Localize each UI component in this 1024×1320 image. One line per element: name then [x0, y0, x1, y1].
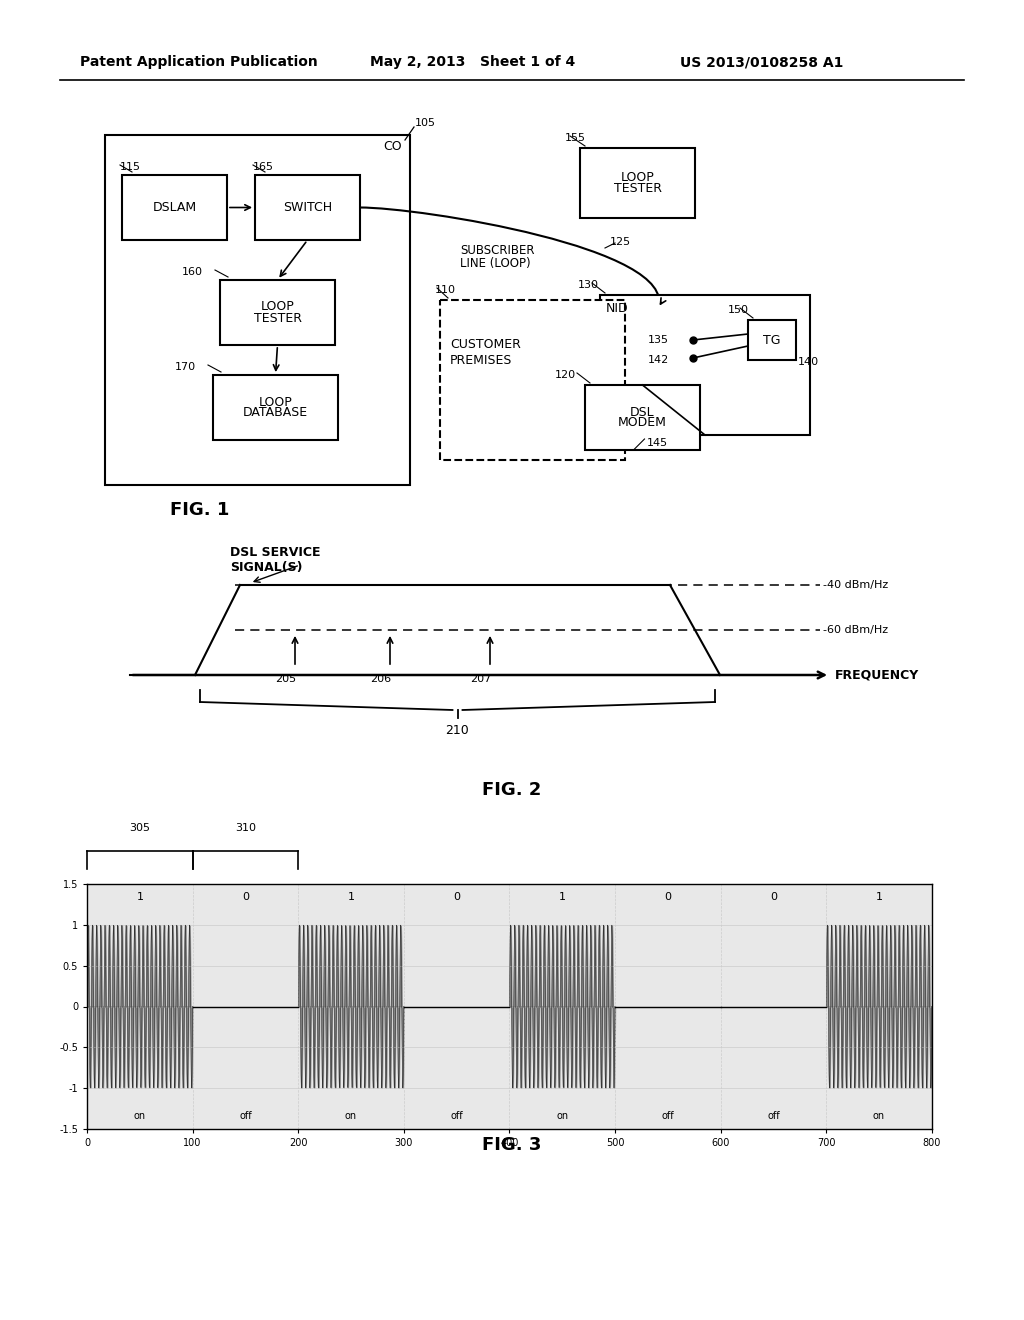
Text: CUSTOMER: CUSTOMER — [450, 338, 521, 351]
FancyBboxPatch shape — [748, 319, 796, 360]
Text: on: on — [134, 1111, 145, 1122]
Text: 210: 210 — [445, 723, 469, 737]
Text: 105: 105 — [415, 117, 436, 128]
FancyBboxPatch shape — [105, 135, 410, 484]
Text: off: off — [240, 1111, 252, 1122]
Text: 115: 115 — [120, 162, 141, 172]
Text: US 2013/0108258 A1: US 2013/0108258 A1 — [680, 55, 844, 69]
Text: 120: 120 — [555, 370, 577, 380]
Text: DSL: DSL — [630, 405, 654, 418]
Text: CO: CO — [383, 140, 402, 153]
Text: TESTER: TESTER — [613, 182, 662, 195]
Bar — [826, 884, 932, 1129]
Text: Patent Application Publication: Patent Application Publication — [80, 55, 317, 69]
Text: 310: 310 — [234, 822, 256, 833]
Text: -60 dBm/Hz: -60 dBm/Hz — [823, 624, 888, 635]
Bar — [87, 884, 193, 1129]
Text: PREMISES: PREMISES — [450, 354, 512, 367]
Text: 130: 130 — [578, 280, 599, 290]
Text: off: off — [767, 1111, 779, 1122]
Text: FREQUENCY: FREQUENCY — [835, 668, 920, 681]
Text: 0: 0 — [454, 891, 460, 902]
FancyBboxPatch shape — [213, 375, 338, 440]
Text: LINE (LOOP): LINE (LOOP) — [460, 257, 530, 271]
Text: 110: 110 — [435, 285, 456, 294]
Text: 1: 1 — [876, 891, 883, 902]
Text: 125: 125 — [610, 238, 631, 247]
Text: TESTER: TESTER — [254, 312, 301, 325]
FancyBboxPatch shape — [585, 385, 700, 450]
Text: 170: 170 — [175, 362, 197, 372]
Text: SWITCH: SWITCH — [283, 201, 332, 214]
Text: 1: 1 — [347, 891, 354, 902]
Text: SUBSCRIBER: SUBSCRIBER — [460, 243, 535, 256]
Text: 165: 165 — [253, 162, 274, 172]
Bar — [298, 884, 403, 1129]
Text: 160: 160 — [182, 267, 203, 277]
Text: off: off — [662, 1111, 674, 1122]
Text: 0: 0 — [665, 891, 672, 902]
FancyBboxPatch shape — [255, 176, 360, 240]
Text: FIG. 1: FIG. 1 — [170, 502, 229, 519]
Text: 207: 207 — [470, 675, 492, 684]
Text: FIG. 3: FIG. 3 — [482, 1137, 542, 1154]
Text: LOOP: LOOP — [259, 396, 293, 408]
Text: 142: 142 — [648, 355, 670, 366]
FancyBboxPatch shape — [220, 280, 335, 345]
Text: DSLAM: DSLAM — [153, 201, 197, 214]
Text: 155: 155 — [565, 133, 586, 143]
Text: 150: 150 — [728, 305, 749, 315]
Text: 305: 305 — [129, 822, 151, 833]
Text: on: on — [345, 1111, 357, 1122]
Text: 135: 135 — [648, 335, 669, 345]
FancyBboxPatch shape — [440, 300, 625, 459]
Text: DSL SERVICE: DSL SERVICE — [230, 546, 321, 560]
Text: -40 dBm/Hz: -40 dBm/Hz — [823, 579, 888, 590]
Text: NID: NID — [606, 302, 629, 315]
Text: TG: TG — [763, 334, 780, 346]
FancyBboxPatch shape — [122, 176, 227, 240]
Text: 205: 205 — [275, 675, 296, 684]
Text: 145: 145 — [646, 438, 668, 447]
Text: SIGNAL(S): SIGNAL(S) — [230, 561, 302, 573]
Bar — [510, 884, 615, 1129]
Text: 0: 0 — [770, 891, 777, 902]
Text: LOOP: LOOP — [621, 172, 654, 183]
Text: FIG. 2: FIG. 2 — [482, 781, 542, 799]
FancyBboxPatch shape — [580, 148, 695, 218]
Text: 1: 1 — [136, 891, 143, 902]
Text: DATABASE: DATABASE — [243, 407, 308, 420]
Text: on: on — [556, 1111, 568, 1122]
Text: 1: 1 — [559, 891, 565, 902]
Text: on: on — [873, 1111, 885, 1122]
Text: May 2, 2013   Sheet 1 of 4: May 2, 2013 Sheet 1 of 4 — [370, 55, 575, 69]
Text: off: off — [451, 1111, 463, 1122]
Text: 206: 206 — [370, 675, 391, 684]
Text: MODEM: MODEM — [618, 417, 667, 429]
Text: LOOP: LOOP — [261, 301, 294, 314]
Text: 140: 140 — [798, 356, 819, 367]
FancyBboxPatch shape — [600, 294, 810, 436]
Text: 0: 0 — [242, 891, 249, 902]
